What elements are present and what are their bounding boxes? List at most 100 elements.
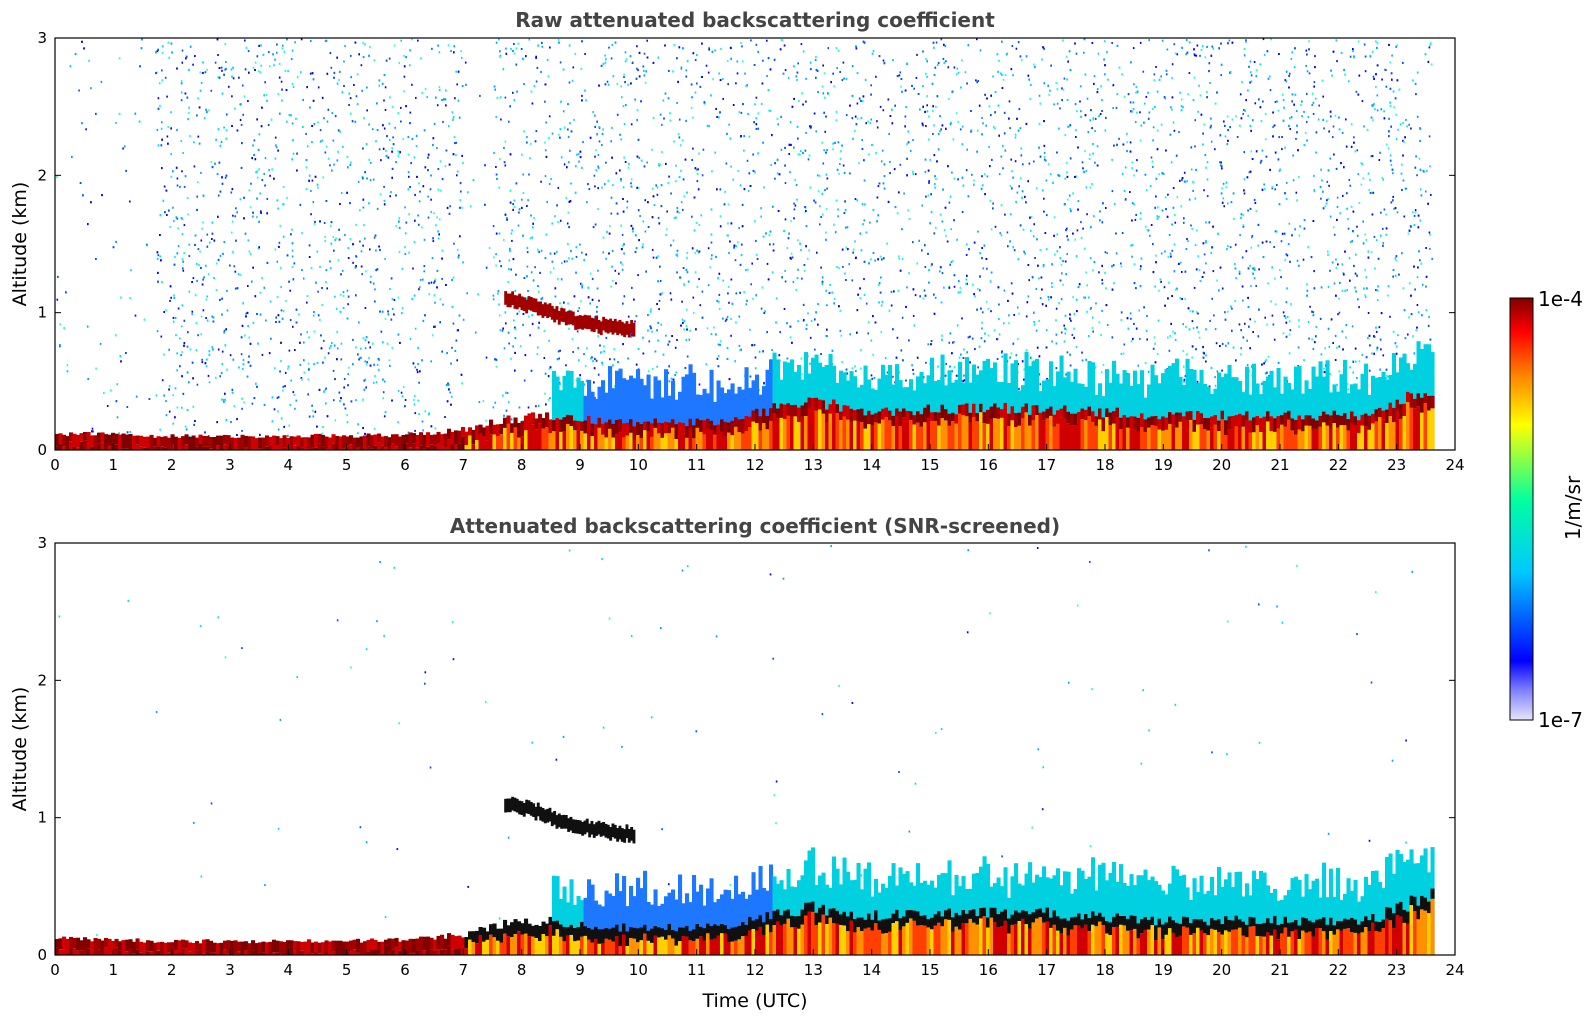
noise-pixel xyxy=(565,364,567,367)
noise-pixel xyxy=(156,128,159,131)
noise-pixel xyxy=(1312,113,1315,115)
noise-pixel xyxy=(557,186,560,189)
noise-pixel xyxy=(543,357,546,359)
noise-pixel xyxy=(1224,311,1226,314)
noise-pixel xyxy=(1271,187,1274,190)
noise-pixel xyxy=(451,346,453,349)
noise-pixel xyxy=(1421,283,1424,286)
noise-pixel xyxy=(1215,342,1218,345)
noise-pixel xyxy=(1370,251,1373,254)
noise-pixel xyxy=(1356,225,1358,228)
noise-pixel xyxy=(597,166,600,169)
noise-pixel xyxy=(685,325,688,327)
noise-pixel xyxy=(699,304,702,307)
noise-pixel xyxy=(622,186,625,189)
noise-pixel xyxy=(642,220,645,223)
noise-pixel xyxy=(1025,315,1028,318)
noise-pixel xyxy=(169,299,171,302)
noise-pixel xyxy=(92,430,94,433)
noise-pixel xyxy=(478,401,481,403)
noise-pixel xyxy=(382,391,385,394)
noise-pixel xyxy=(658,299,661,302)
noise-pixel xyxy=(1383,208,1386,211)
noise-pixel xyxy=(955,112,958,115)
noise-pixel xyxy=(1244,322,1246,325)
noise-pixel xyxy=(323,339,325,342)
noise-pixel xyxy=(604,54,606,57)
noise-pixel xyxy=(85,128,87,131)
noise-pixel xyxy=(909,149,912,152)
noise-pixel xyxy=(1327,286,1330,288)
noise-pixel xyxy=(66,364,69,367)
noise-pixel xyxy=(161,379,164,382)
noise-pixel xyxy=(1171,249,1174,252)
noise-pixel xyxy=(563,260,566,263)
noise-pixel xyxy=(1092,330,1094,333)
noise-pixel xyxy=(726,316,729,319)
noise-pixel xyxy=(1265,138,1267,141)
noise-pixel xyxy=(601,186,603,189)
noise-pixel xyxy=(357,432,359,435)
noise-pixel xyxy=(722,279,724,282)
noise-pixel xyxy=(1274,101,1277,103)
noise-pixel xyxy=(949,263,951,266)
noise-pixel xyxy=(527,199,529,202)
noise-pixel xyxy=(981,175,983,178)
noise-pixel xyxy=(1410,127,1412,130)
noise-pixel xyxy=(865,122,867,125)
noise-pixel xyxy=(912,139,914,141)
noise-pixel xyxy=(1412,211,1414,213)
noise-pixel xyxy=(665,228,668,231)
noise-pixel xyxy=(601,361,603,364)
noise-pixel xyxy=(523,379,526,382)
noise-pixel xyxy=(418,413,420,416)
noise-pixel xyxy=(965,253,968,256)
noise-pixel xyxy=(563,163,566,166)
noise-pixel xyxy=(527,406,530,409)
noise-pixel xyxy=(497,292,499,295)
noise-pixel xyxy=(367,341,370,344)
noise-pixel xyxy=(388,139,391,141)
noise-pixel xyxy=(1364,294,1366,297)
noise-pixel xyxy=(292,391,295,394)
noise-pixel xyxy=(932,133,934,135)
noise-pixel xyxy=(1176,196,1179,199)
noise-pixel xyxy=(1385,85,1388,88)
noise-pixel xyxy=(1328,184,1330,187)
noise-pixel xyxy=(375,249,377,252)
noise-pixel xyxy=(1016,306,1019,309)
noise-pixel xyxy=(408,175,410,178)
noise-pixel xyxy=(317,290,319,293)
noise-pixel xyxy=(1282,332,1285,335)
noise-pixel xyxy=(1033,160,1035,163)
noise-pixel xyxy=(383,185,385,188)
noise-pixel xyxy=(192,277,195,280)
noise-pixel xyxy=(554,215,556,218)
noise-pixel xyxy=(766,262,769,265)
noise-pixel xyxy=(437,237,440,240)
noise-pixel xyxy=(935,41,938,44)
noise-pixel xyxy=(1112,107,1114,110)
noise-pixel xyxy=(796,78,798,81)
noise-pixel xyxy=(118,57,121,60)
noise-pixel xyxy=(957,120,959,123)
noise-pixel xyxy=(872,353,874,356)
noise-pixel xyxy=(187,213,189,216)
noise-pixel xyxy=(1239,234,1241,237)
noise-pixel xyxy=(838,172,840,175)
noise-pixel xyxy=(1227,42,1229,45)
noise-pixel xyxy=(1382,178,1384,181)
noise-pixel xyxy=(430,198,432,201)
noise-pixel xyxy=(820,216,822,218)
noise-pixel xyxy=(460,56,463,59)
noise-pixel xyxy=(1079,85,1082,88)
noise-pixel xyxy=(330,66,333,69)
noise-pixel xyxy=(177,245,180,248)
noise-pixel xyxy=(1277,109,1280,112)
noise-pixel xyxy=(355,223,357,226)
noise-pixel xyxy=(261,353,264,356)
noise-pixel xyxy=(1033,223,1035,226)
noise-pixel xyxy=(1224,135,1227,138)
noise-pixel xyxy=(610,212,613,215)
noise-pixel xyxy=(797,62,799,65)
